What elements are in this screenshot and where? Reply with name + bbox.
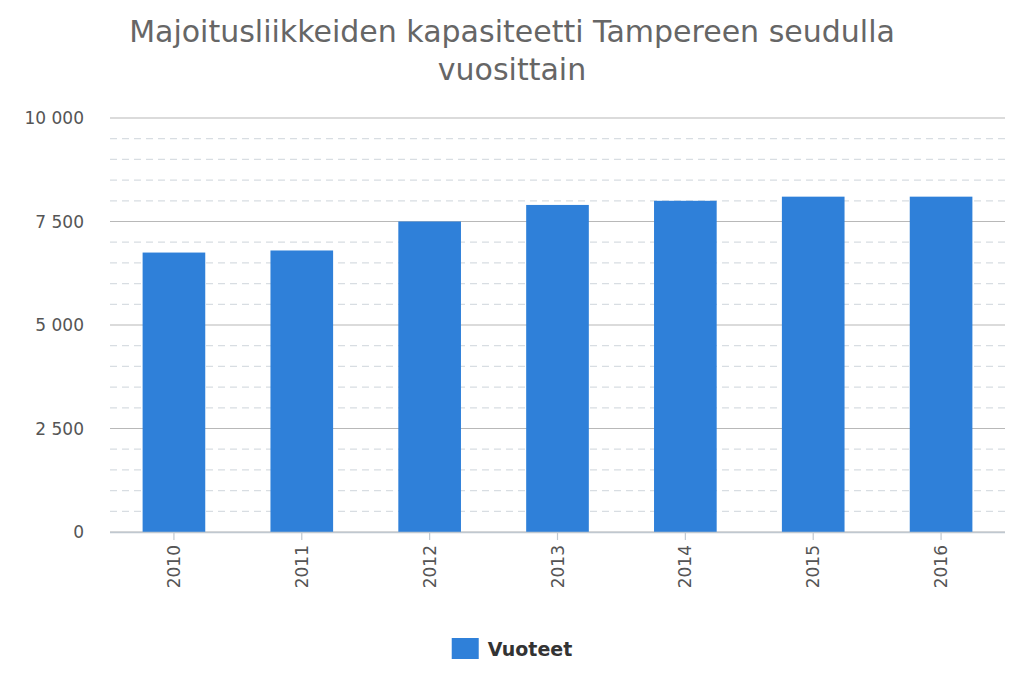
minor-grid-line [110,138,1005,139]
x-tick-label: 2012 [420,545,440,588]
y-tick-label: 0 [73,522,84,542]
x-tick [940,532,941,540]
legend-label: Vuoteet [488,638,573,660]
y-tick-label: 5 000 [35,315,84,335]
x-tick [813,532,814,540]
bar [782,197,845,532]
bar [143,253,206,532]
y-tick-label: 7 500 [35,212,84,232]
bar [398,222,461,533]
chart-svg: Majoitusliikkeiden kapasiteetti Tamperee… [0,0,1024,683]
y-tick-label: 10 000 [25,108,84,128]
bar [270,250,333,532]
bars [143,197,973,532]
x-tick-label: 2013 [548,545,568,588]
x-tick-label: 2015 [803,545,823,588]
minor-grid-line [110,180,1005,181]
bar [526,205,589,532]
x-tick [557,532,558,540]
chart-container: Majoitusliikkeiden kapasiteetti Tamperee… [0,0,1024,683]
x-tick [301,532,302,540]
bar [910,197,973,532]
x-tick-label: 2010 [164,545,184,588]
x-tick-label: 2011 [292,545,312,588]
minor-grid-line [110,200,1005,201]
minor-grid-line [110,159,1005,160]
bar [654,201,717,532]
x-tick [429,532,430,540]
chart-title: Majoitusliikkeiden kapasiteetti Tamperee… [129,14,895,87]
x-tick [173,532,174,540]
x-tick-label: 2014 [675,545,695,588]
x-tick-label: 2016 [931,545,951,588]
legend-swatch [452,638,479,659]
legend: Vuoteet [452,638,573,660]
x-tick [685,532,686,540]
y-tick-label: 2 500 [35,419,84,439]
grid-line [110,117,1005,118]
grid [110,118,1005,532]
